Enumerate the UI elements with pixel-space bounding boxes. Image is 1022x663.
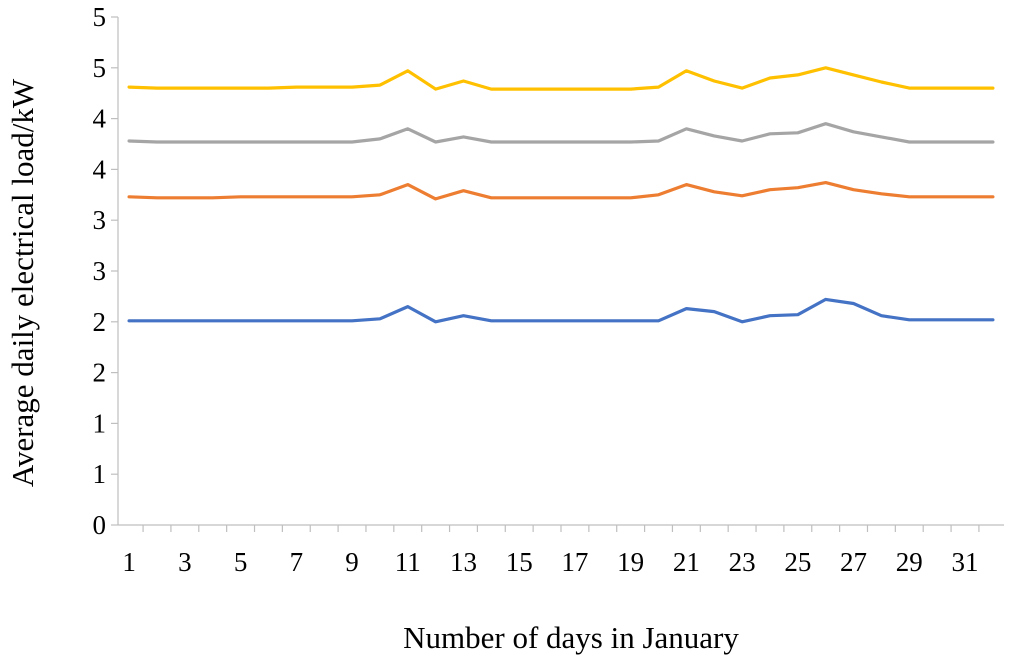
x-tick-label: 23 [729,547,756,577]
x-tick-label: 15 [506,547,533,577]
y-tick-label: 1 [93,459,107,489]
y-tick-label: 4 [93,154,107,184]
x-tick-label: 31 [951,547,978,577]
series-line-4 [127,66,995,91]
series-line-2 [127,181,995,201]
x-tick-label: 19 [617,547,644,577]
y-tick-label: 2 [93,358,107,388]
y-tick-label: 1 [93,408,107,438]
y-tick-label: 5 [93,53,107,83]
y-axis-title: Average daily electrical load/kW [5,78,40,487]
x-tick-label: 1 [122,547,136,577]
y-tick-label: 2 [93,307,107,337]
y-tick-label: 3 [93,205,107,235]
series-layer [127,66,995,324]
axes-layer [111,16,1004,532]
y-tick-label: 4 [93,104,107,134]
y-tick-label: 0 [93,510,107,540]
y-tick-label: 5 [93,2,107,32]
x-tick-label: 7 [290,547,304,577]
x-axis-title: Number of days in January [403,620,739,655]
x-tick-label: 3 [178,547,192,577]
x-tick-label: 21 [673,547,700,577]
x-tick-labels: 1 3 5 7 9 11 13 15 17 19 21 23 25 27 29 31 [122,547,978,577]
x-tick-label: 27 [840,547,867,577]
x-tick-label: 9 [345,547,359,577]
x-tick-label: 25 [784,547,811,577]
series-line-3 [127,122,995,144]
x-tick-label: 29 [896,547,923,577]
x-tick-label: 5 [234,547,248,577]
x-tick-label: 17 [561,547,588,577]
series-line-1 [127,297,995,324]
x-tick-label: 13 [450,547,477,577]
y-tick-label: 3 [93,256,107,286]
y-tick-labels: 0 1 1 2 2 3 3 4 4 5 5 [93,2,107,540]
x-tick-label: 11 [395,547,421,577]
